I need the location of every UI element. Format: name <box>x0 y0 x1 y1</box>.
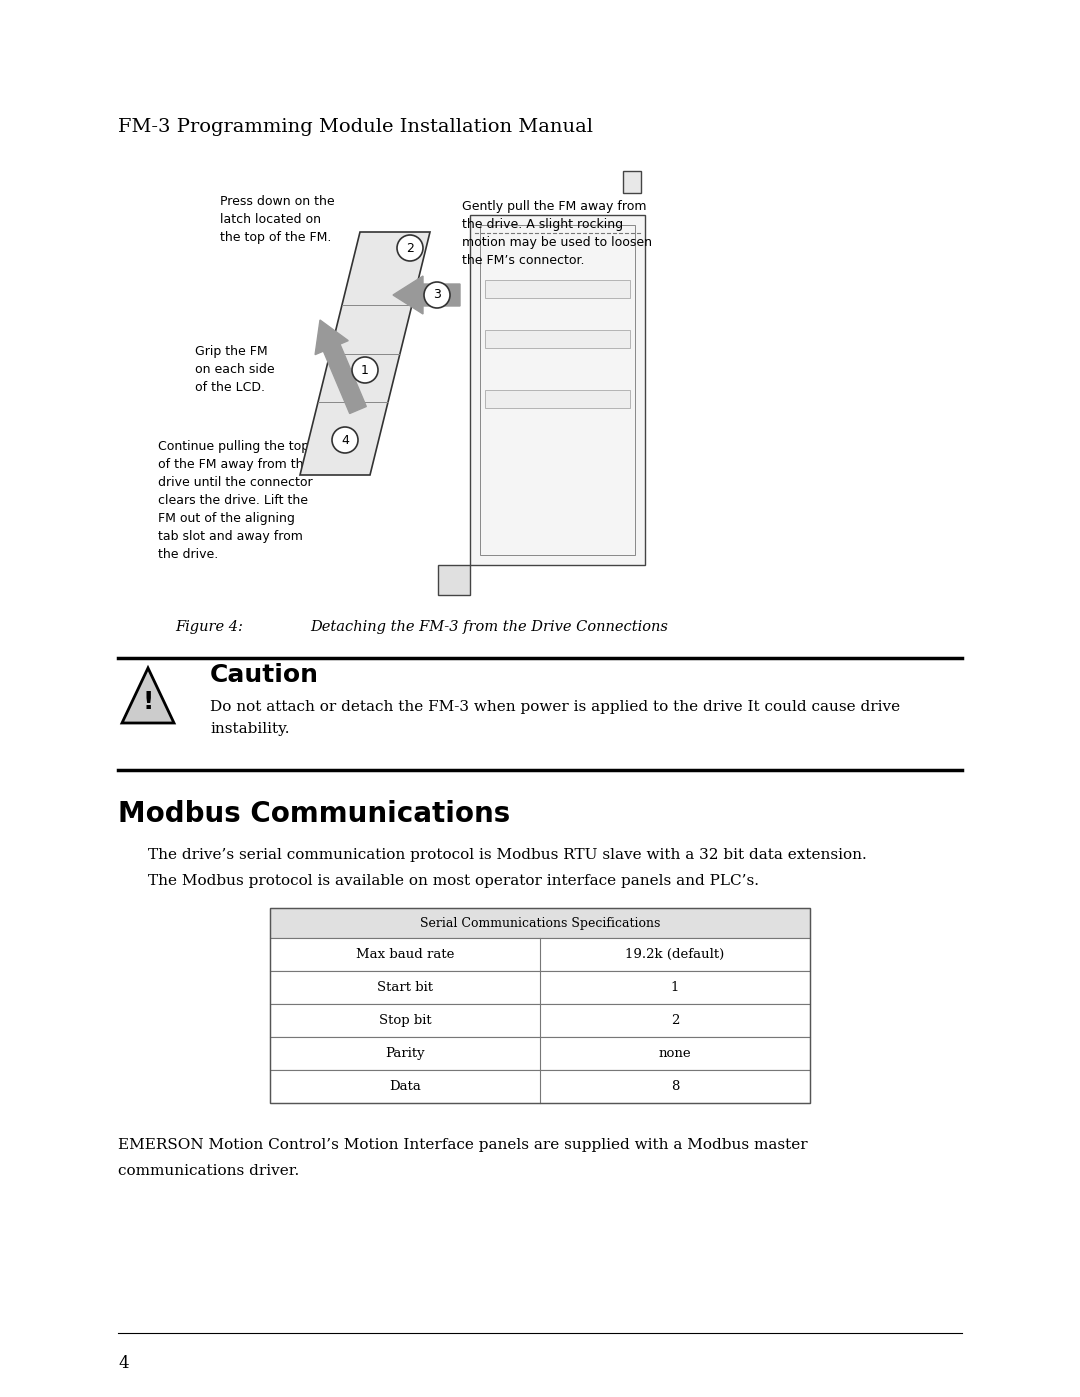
Polygon shape <box>122 668 174 724</box>
Text: 19.2k (default): 19.2k (default) <box>625 949 725 961</box>
Text: none: none <box>659 1046 691 1060</box>
FancyArrow shape <box>315 320 366 414</box>
Circle shape <box>352 358 378 383</box>
Circle shape <box>397 235 423 261</box>
Text: Caution: Caution <box>210 664 319 687</box>
Text: 4: 4 <box>341 433 349 447</box>
FancyArrow shape <box>393 277 460 314</box>
Text: Grip the FM
on each side
of the LCD.: Grip the FM on each side of the LCD. <box>195 345 274 394</box>
Text: Do not attach or detach the FM-3 when power is applied to the drive It could cau: Do not attach or detach the FM-3 when po… <box>210 700 900 736</box>
Bar <box>270 908 810 937</box>
Text: 3: 3 <box>433 289 441 302</box>
Text: Data: Data <box>389 1080 421 1092</box>
Bar <box>623 170 642 193</box>
Bar <box>470 215 645 564</box>
Circle shape <box>332 427 357 453</box>
Text: Continue pulling the top
of the FM away from the
drive until the connector
clear: Continue pulling the top of the FM away … <box>158 440 312 562</box>
Bar <box>485 330 630 348</box>
Bar <box>485 390 630 408</box>
Text: 2: 2 <box>406 242 414 254</box>
Text: 8: 8 <box>671 1080 679 1092</box>
Bar <box>270 1037 810 1070</box>
Bar <box>485 279 630 298</box>
Text: Figure 4:: Figure 4: <box>175 620 243 634</box>
Text: Press down on the
latch located on
the top of the FM.: Press down on the latch located on the t… <box>220 196 335 244</box>
Text: 1: 1 <box>361 363 369 377</box>
Text: communications driver.: communications driver. <box>118 1164 299 1178</box>
Bar <box>270 937 810 971</box>
Circle shape <box>424 282 450 307</box>
Bar <box>480 225 635 555</box>
Text: 4: 4 <box>118 1355 129 1372</box>
Text: The Modbus protocol is available on most operator interface panels and PLC’s.: The Modbus protocol is available on most… <box>148 875 759 888</box>
Bar <box>270 1070 810 1104</box>
Text: 1: 1 <box>671 981 679 995</box>
Text: Stop bit: Stop bit <box>379 1014 431 1027</box>
Text: Serial Communications Specifications: Serial Communications Specifications <box>420 916 660 929</box>
Bar <box>270 1004 810 1037</box>
Bar <box>438 564 470 595</box>
Text: EMERSON Motion Control’s Motion Interface panels are supplied with a Modbus mast: EMERSON Motion Control’s Motion Interfac… <box>118 1139 808 1153</box>
Text: 2: 2 <box>671 1014 679 1027</box>
Polygon shape <box>300 232 430 475</box>
Text: FM-3 Programming Module Installation Manual: FM-3 Programming Module Installation Man… <box>118 117 593 136</box>
Text: !: ! <box>143 690 153 714</box>
Text: The drive’s serial communication protocol is Modbus RTU slave with a 32 bit data: The drive’s serial communication protoco… <box>148 848 867 862</box>
Bar <box>270 971 810 1004</box>
Text: Parity: Parity <box>386 1046 424 1060</box>
Text: Start bit: Start bit <box>377 981 433 995</box>
Text: Gently pull the FM away from
the drive. A slight rocking
motion may be used to l: Gently pull the FM away from the drive. … <box>462 200 652 267</box>
Text: Max baud rate: Max baud rate <box>355 949 455 961</box>
Text: Detaching the FM-3 from the Drive Connections: Detaching the FM-3 from the Drive Connec… <box>310 620 667 634</box>
Bar <box>270 908 810 1104</box>
Text: Modbus Communications: Modbus Communications <box>118 800 510 828</box>
